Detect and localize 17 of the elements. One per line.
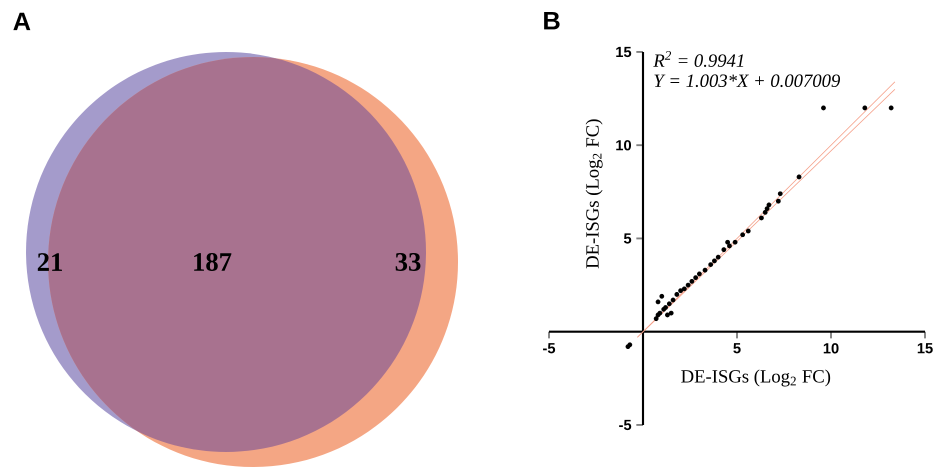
y-tick-label: 15 [616,46,632,58]
data-label: 187 [194,252,232,271]
y-tick-label: -5 [619,420,632,430]
x-tick-label: -5 [543,343,556,354]
x-tick-label: 15 [918,343,933,354]
y-tick-label: 10 [616,140,632,150]
text: A [13,12,30,30]
chart-title: B [544,12,560,30]
y-axis-title: DE-ISGs (Log$_{2}$ FC) [586,119,603,268]
y-tick-label: 5 [624,233,632,244]
x-axis-title: DE-ISGs (Log$_{2}$ FC) [681,369,830,386]
data-label: 33 [396,253,420,271]
annotation: R$^{2}$ = 0.9941 [653,51,744,67]
x-tick-label: 10 [824,343,839,354]
data-label: 21 [38,253,62,271]
annotation: Y = 1.003*X + 0.007009 [654,74,840,88]
x-tick-label: 5 [733,343,741,354]
